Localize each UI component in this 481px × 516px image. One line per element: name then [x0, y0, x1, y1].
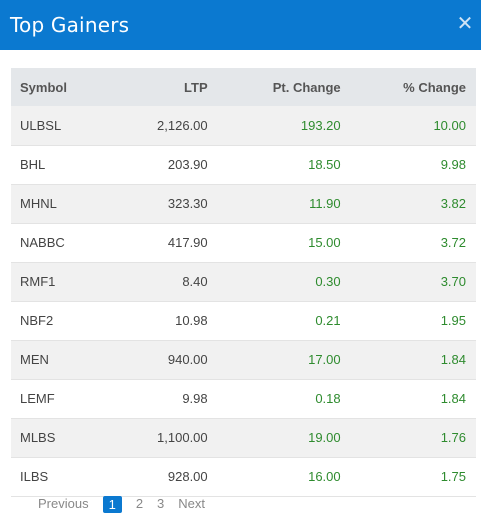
cell-ltp: 2,126.00: [157, 117, 208, 133]
cell-symbol[interactable]: RMF1: [20, 274, 56, 289]
cell-pt-change: 16.00: [308, 469, 341, 484]
column-header-symbol[interactable]: Symbol: [20, 79, 67, 95]
column-header-pt-change[interactable]: Pt. Change: [272, 79, 341, 95]
modal-header: Top Gainers ✕: [0, 0, 481, 50]
cell-pct-change: 3.82: [440, 196, 466, 211]
gainers-table: Symbol LTP Pt. Change % Change ULBSL 2,1…: [11, 68, 476, 497]
table-row[interactable]: MHNL 323.30 11.90 3.82: [11, 184, 476, 223]
table-row[interactable]: BHL 203.90 18.50 9.98: [11, 145, 476, 184]
cell-pct-change: 3.72: [440, 235, 466, 250]
pagination: Previous 1 2 3 Next: [38, 496, 219, 516]
table-row[interactable]: MLBS 1,100.00 19.00 1.76: [11, 418, 476, 457]
cell-ltp: 928.00: [167, 469, 208, 484]
close-icon[interactable]: ✕: [456, 12, 474, 35]
table-header-row: Symbol LTP Pt. Change % Change: [11, 68, 476, 106]
cell-pct-change: 10.00: [433, 117, 466, 133]
pagination-page-3[interactable]: 3: [157, 496, 165, 511]
table-row[interactable]: MEN 940.00 17.00 1.84: [11, 340, 476, 379]
cell-pct-change: 1.84: [440, 391, 466, 406]
cell-pct-change: 1.95: [440, 313, 466, 328]
cell-symbol[interactable]: NBF2: [20, 313, 54, 328]
modal-title: Top Gainers: [10, 13, 130, 37]
cell-symbol[interactable]: ILBS: [20, 469, 49, 484]
cell-symbol[interactable]: LEMF: [20, 391, 55, 406]
cell-pt-change: 19.00: [308, 430, 341, 445]
cell-pct-change: 1.84: [440, 352, 466, 367]
pagination-page-2[interactable]: 2: [135, 496, 144, 511]
cell-pct-change: 1.76: [440, 430, 466, 445]
table-row[interactable]: ILBS 928.00 16.00 1.75: [11, 457, 476, 496]
cell-pct-change: 1.75: [440, 469, 466, 484]
cell-ltp: 10.98: [175, 313, 208, 328]
cell-pt-change: 0.21: [315, 313, 341, 328]
table-row[interactable]: ULBSL 2,126.00 193.20 10.00: [11, 106, 476, 145]
table-row[interactable]: RMF1 8.40 0.30 3.70: [11, 262, 476, 301]
column-header-ltp[interactable]: LTP: [184, 79, 208, 95]
cell-pt-change: 193.20: [300, 117, 341, 133]
pagination-next[interactable]: Next: [178, 496, 206, 511]
cell-pt-change: 18.50: [308, 157, 341, 172]
cell-ltp: 8.40: [182, 274, 208, 289]
cell-pt-change: 15.00: [308, 235, 341, 250]
cell-symbol[interactable]: MEN: [20, 352, 49, 367]
cell-ltp: 323.30: [167, 196, 208, 211]
gainers-table-container: Symbol LTP Pt. Change % Change ULBSL 2,1…: [11, 68, 476, 497]
pagination-page-1[interactable]: 1: [102, 496, 122, 513]
table-row[interactable]: LEMF 9.98 0.18 1.84: [11, 379, 476, 418]
cell-symbol[interactable]: MLBS: [20, 430, 56, 445]
cell-ltp: 940.00: [167, 352, 208, 367]
cell-symbol[interactable]: ULBSL: [20, 117, 62, 133]
table-row[interactable]: NBF2 10.98 0.21 1.95: [11, 301, 476, 340]
cell-symbol[interactable]: BHL: [20, 157, 46, 172]
cell-pct-change: 9.98: [440, 157, 466, 172]
cell-pt-change: 17.00: [308, 352, 341, 367]
cell-ltp: 1,100.00: [157, 430, 208, 445]
cell-pt-change: 11.90: [309, 196, 341, 211]
cell-symbol[interactable]: MHNL: [20, 196, 57, 211]
cell-pct-change: 3.70: [440, 274, 466, 289]
column-header-pct-change[interactable]: % Change: [403, 79, 466, 95]
cell-pt-change: 0.18: [315, 391, 341, 406]
cell-ltp: 203.90: [167, 157, 208, 172]
cell-symbol[interactable]: NABBC: [20, 235, 65, 250]
cell-pt-change: 0.30: [315, 274, 341, 289]
cell-ltp: 9.98: [182, 391, 208, 406]
cell-ltp: 417.90: [167, 235, 208, 250]
pagination-previous[interactable]: Previous: [38, 496, 89, 511]
table-row[interactable]: NABBC 417.90 15.00 3.72: [11, 223, 476, 262]
